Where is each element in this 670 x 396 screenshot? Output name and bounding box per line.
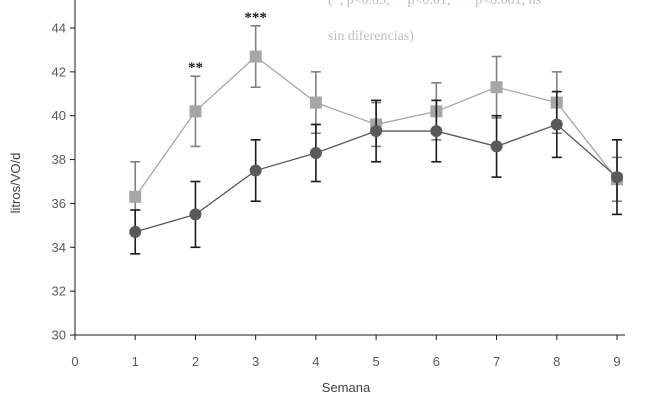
data-point-circle xyxy=(550,118,563,131)
significance-label: ** xyxy=(188,60,203,76)
data-point-circle xyxy=(249,164,262,177)
annotation-line-1: (*, p<0.05; **p<0.01; ***p<0.001, ns xyxy=(328,0,541,8)
x-tick-label: 6 xyxy=(433,354,440,369)
data-point-circle xyxy=(430,125,443,138)
x-tick-label: 4 xyxy=(312,354,319,369)
y-tick-label: 40 xyxy=(52,108,66,123)
data-point-circle xyxy=(129,225,142,238)
x-tick-label: 9 xyxy=(613,354,620,369)
data-point-circle xyxy=(189,208,202,221)
data-point-circle xyxy=(309,146,322,159)
x-tick-label: 8 xyxy=(553,354,560,369)
x-tick-label: 5 xyxy=(372,354,379,369)
significance-layer: ***** xyxy=(188,10,267,76)
x-axis-ticks: 0 1 2 3 4 5 6 7 8 9 xyxy=(71,335,621,369)
y-tick-label: 32 xyxy=(52,284,66,299)
x-tick-label: 2 xyxy=(192,354,199,369)
data-point-square xyxy=(129,190,142,203)
y-tick-label: 34 xyxy=(52,240,66,255)
y-axis-title: litros/VO/d xyxy=(8,153,23,214)
series-circle xyxy=(129,90,623,255)
chart-axes xyxy=(74,0,625,336)
x-tick-label: 3 xyxy=(252,354,259,369)
data-point-circle xyxy=(490,140,503,153)
y-axis-ticks: 30 32 34 36 38 40 42 44 xyxy=(52,21,75,343)
y-tick-label: 44 xyxy=(52,21,66,36)
data-point-circle xyxy=(611,171,623,184)
x-tick-label: 0 xyxy=(71,354,78,369)
data-point-square xyxy=(249,50,262,63)
y-tick-label: 42 xyxy=(52,64,66,79)
y-tick-label: 36 xyxy=(52,196,66,211)
data-point-circle xyxy=(370,125,383,138)
significance-label: *** xyxy=(244,10,267,26)
data-point-square xyxy=(490,81,503,94)
annotation-line-2: sin diferencias) xyxy=(328,29,414,44)
x-axis-title: Semana xyxy=(322,380,371,395)
data-point-square xyxy=(309,96,322,109)
y-tick-label: 38 xyxy=(52,152,66,167)
data-point-square xyxy=(189,105,202,118)
x-tick-label: 1 xyxy=(132,354,139,369)
x-tick-label: 7 xyxy=(493,354,500,369)
series-layer xyxy=(129,25,623,255)
y-tick-label: 30 xyxy=(52,328,66,343)
